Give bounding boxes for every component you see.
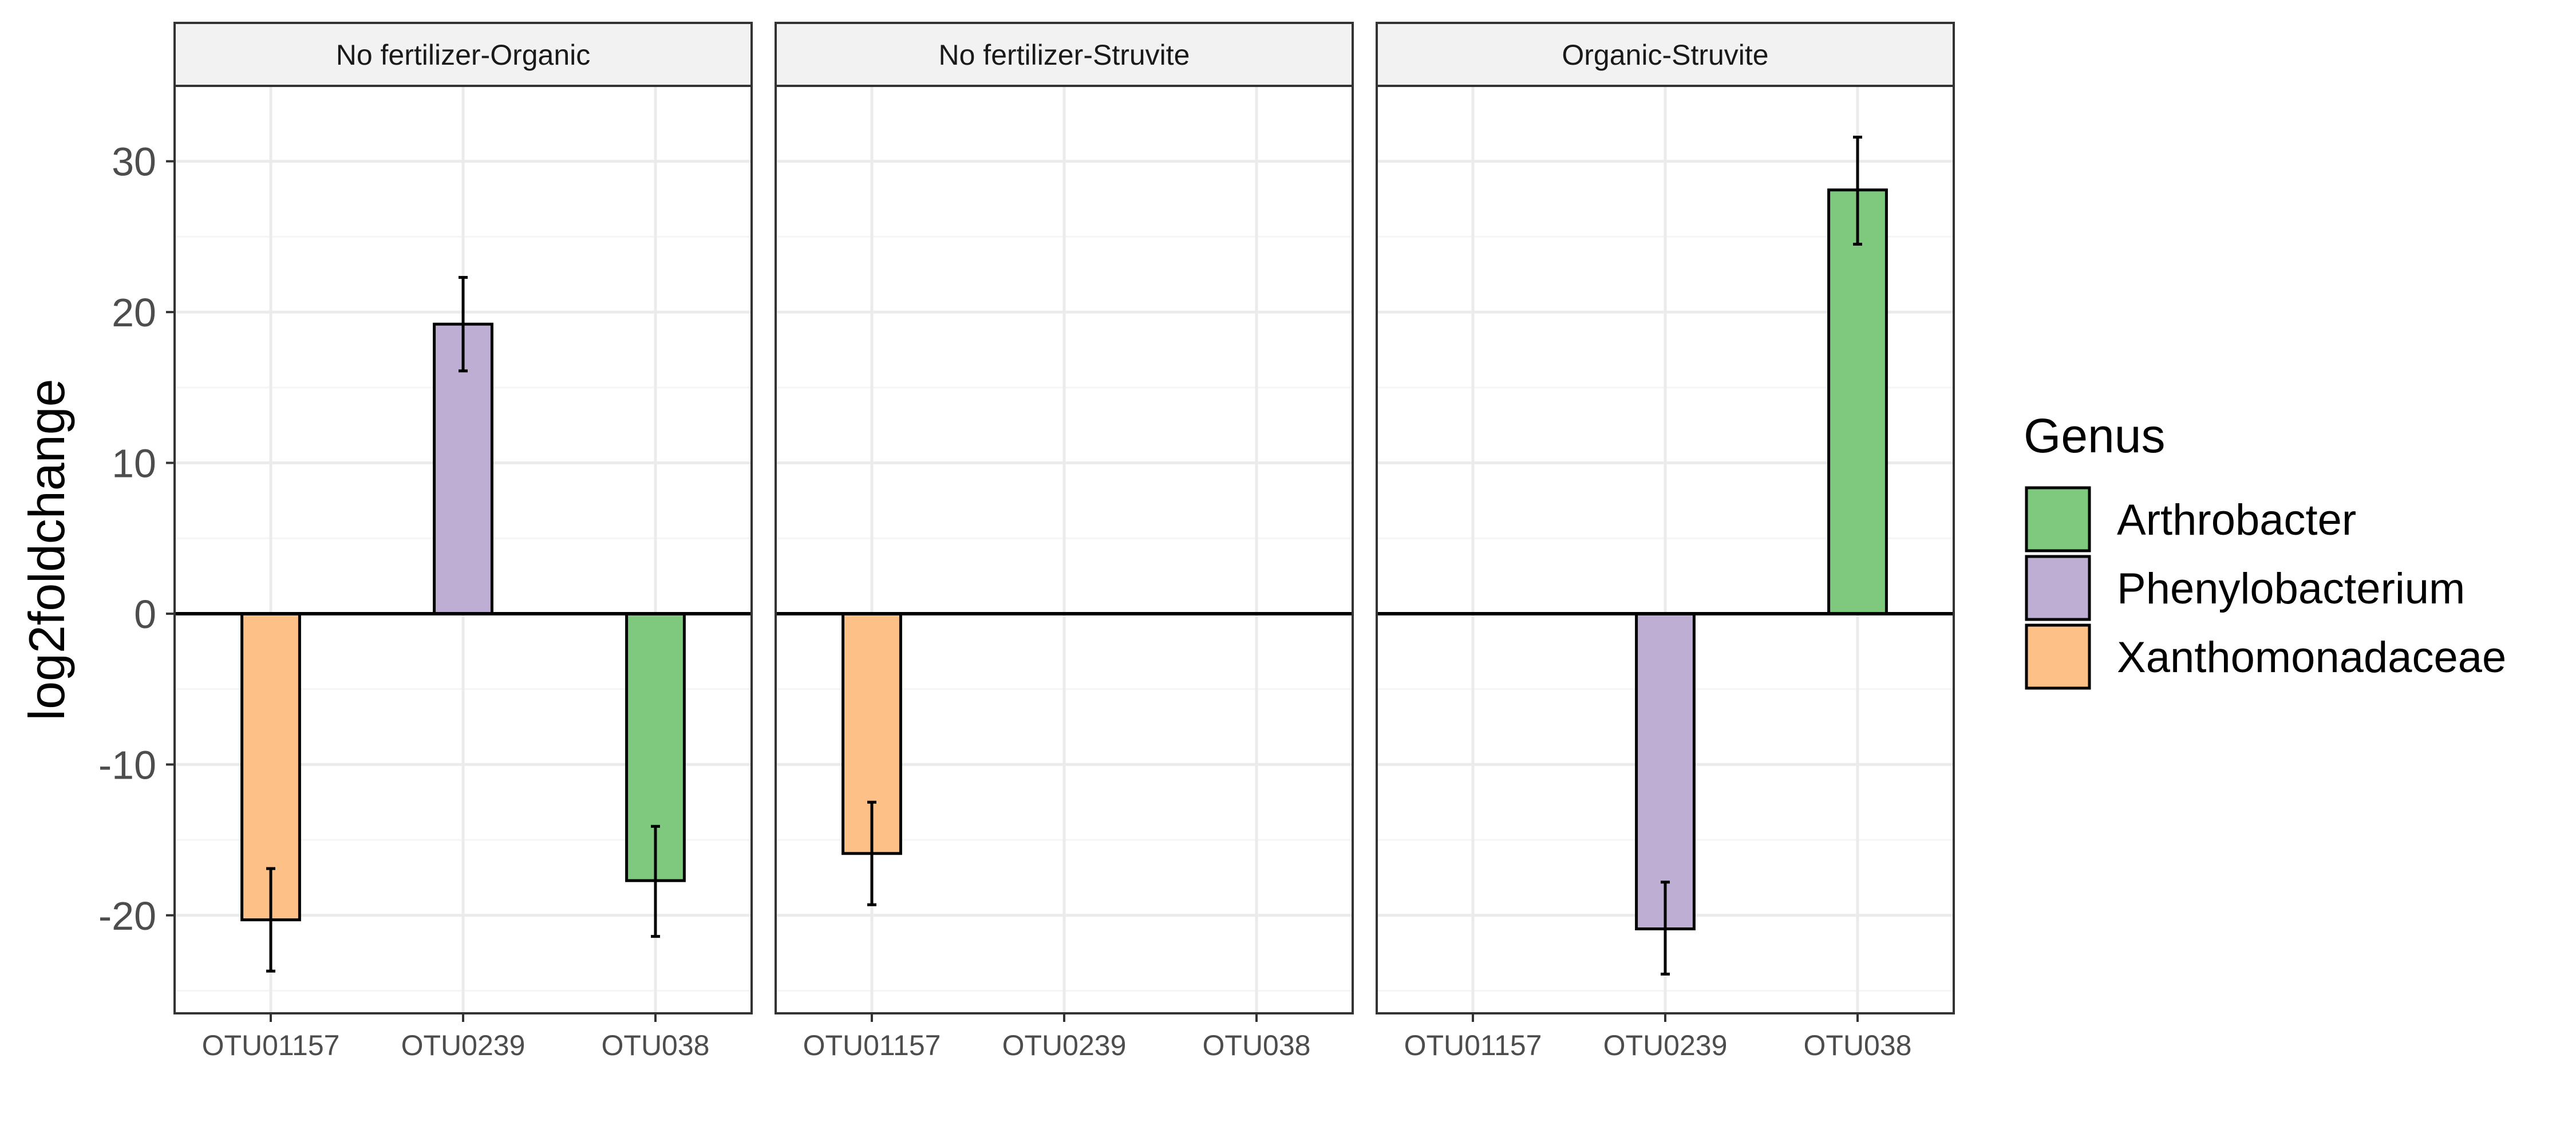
x-tick-label: OTU038 xyxy=(1804,1029,1912,1061)
legend-entry: Arthrobacter xyxy=(2025,486,2356,552)
facet-strip-label: Organic-Struvite xyxy=(1562,39,1768,71)
facet-strip xyxy=(775,22,1354,87)
y-tick-label: -20 xyxy=(98,894,156,938)
y-axis-title: log2foldchange xyxy=(18,379,75,721)
y-axis: -20 -10 0 10 20 30 xyxy=(98,140,175,938)
facet-strip xyxy=(173,22,753,87)
legend-label: Phenylobacterium xyxy=(2117,564,2465,613)
y-tick-label: 0 xyxy=(134,592,156,637)
error-bar xyxy=(1853,136,1862,246)
legend-title: Genus xyxy=(2024,409,2166,463)
y-tick-label: -10 xyxy=(98,743,156,787)
x-tick-label: OTU0239 xyxy=(1603,1029,1728,1061)
legend-key xyxy=(2025,486,2091,552)
y-tick-label: 10 xyxy=(112,441,156,486)
x-tick-label: OTU01157 xyxy=(803,1029,941,1061)
legend-entry: Xanthomonadaceae xyxy=(2025,623,2506,690)
facet-strip-label: No fertilizer-Struvite xyxy=(939,39,1190,71)
facet-panel: Organic-Struvite OTU01157 OTU0239 OTU038 xyxy=(1376,22,1955,1061)
error-bar xyxy=(459,276,468,373)
x-tick-label: OTU0239 xyxy=(1002,1029,1127,1061)
y-tick-label: 30 xyxy=(112,140,156,184)
x-tick-label: OTU038 xyxy=(602,1029,710,1061)
error-bar xyxy=(867,800,876,906)
x-tick-label: OTU038 xyxy=(1203,1029,1311,1061)
facet-panel: No fertilizer-Struvite OTU01157 OTU0239 OTU… xyxy=(775,22,1354,1061)
error-bar xyxy=(266,867,275,973)
x-tick-label: OTU01157 xyxy=(1404,1029,1542,1061)
legend-key xyxy=(2025,623,2091,690)
legend-label: Arthrobacter xyxy=(2117,496,2356,544)
x-tick-label: OTU01157 xyxy=(202,1029,340,1061)
legend-key xyxy=(2025,555,2091,621)
facet-strip-label: No fertilizer-Organic xyxy=(336,39,591,71)
legend: Genus Arthrobacter Phenylobacterium Xantho… xyxy=(2024,409,2506,690)
error-bar xyxy=(1661,881,1670,976)
facet-panel: No fertilizer-Organic OTU01157 OTU0239 OTU0… xyxy=(173,22,753,1061)
legend-entry: Phenylobacterium xyxy=(2025,555,2465,621)
bar xyxy=(1827,188,1888,615)
error-bar xyxy=(651,824,660,938)
bar xyxy=(433,322,493,615)
facet-strip xyxy=(1376,22,1955,87)
panels-layer: No fertilizer-Organic OTU01157 OTU0239 OTU0… xyxy=(173,22,1955,1061)
x-tick-label: OTU0239 xyxy=(401,1029,526,1061)
legend-label: Xanthomonadaceae xyxy=(2117,633,2506,682)
y-tick-label: 20 xyxy=(112,290,156,335)
